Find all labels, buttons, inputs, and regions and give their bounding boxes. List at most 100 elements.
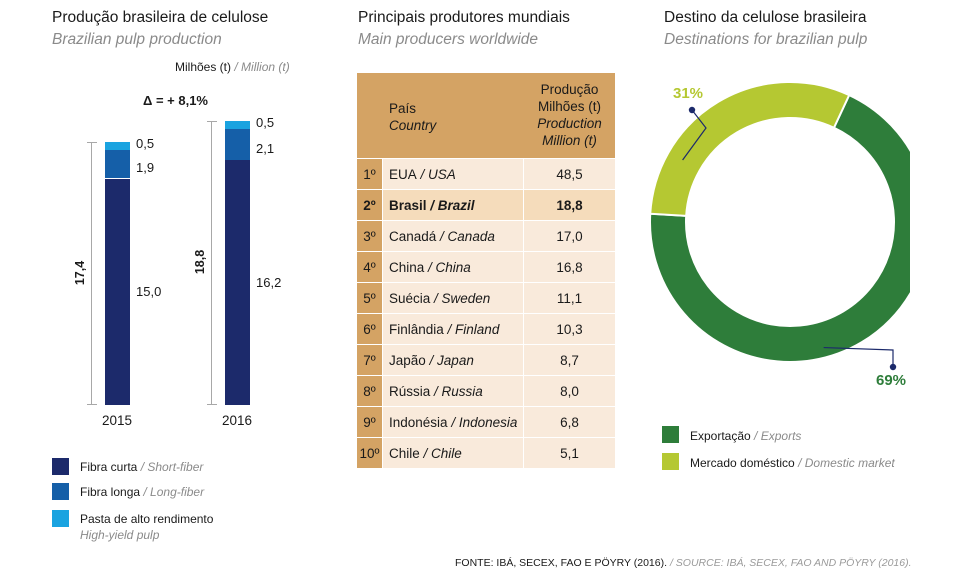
legend-high-yield-pt: Pasta de alto rendimento	[80, 512, 214, 526]
table-title: Principais produtores mundiais	[358, 9, 570, 26]
legend-swatch-long-fiber	[52, 483, 69, 500]
legend-long-fiber-pt: Fibra longa	[80, 485, 141, 499]
country-name-en: / Sweden	[430, 290, 491, 306]
table-row: 8º Rússia / Russia 8,0	[357, 376, 615, 406]
country-cell: Rússia / Russia	[383, 376, 523, 406]
country-name-pt: Indonésia	[389, 414, 448, 430]
header-value-pt-2: Milhões (t)	[537, 99, 601, 114]
legend-swatch-domestic	[662, 453, 679, 470]
legend-swatch-exports	[662, 426, 679, 443]
rank-cell: 6º	[357, 314, 382, 344]
value-cell: 18,8	[524, 190, 615, 220]
bar-value-2015-high-yield: 0,5	[136, 136, 155, 152]
donut-slice-domestic	[650, 81, 851, 217]
country-name-pt: Finlândia	[389, 321, 444, 337]
country-name-en: / Indonesia	[447, 414, 518, 430]
donut-title: Destino da celulose brasileira	[664, 9, 867, 26]
value-cell: 17,0	[524, 221, 615, 251]
total-label-2015: 17,4	[73, 260, 88, 285]
country-name-en: / Japan	[425, 352, 474, 368]
country-cell: Canadá / Canada	[383, 221, 523, 251]
legend-long-fiber-en: / Long-fiber	[143, 485, 205, 499]
country-name-pt: Brasil	[389, 197, 427, 213]
country-cell: Finlândia / Finland	[383, 314, 523, 344]
table-row: 2º Brasil / Brazil 18,8	[357, 190, 615, 220]
leader-domestic	[682, 109, 707, 161]
country-name-pt: EUA	[389, 166, 417, 182]
value-cell: 8,7	[524, 345, 615, 375]
bar-2016-high-yield	[225, 121, 250, 129]
bar-2016-short-fiber	[225, 160, 250, 405]
country-name-en: / Canada	[436, 228, 495, 244]
country-cell: Brasil / Brazil	[383, 190, 523, 220]
value-cell: 16,8	[524, 252, 615, 282]
donut-slice-exports	[650, 93, 910, 363]
leader-exports-dot	[889, 363, 897, 371]
country-name-pt: Rússia	[389, 383, 431, 399]
unit-label: Milhões (t)	[175, 60, 232, 74]
value-cell: 8,0	[524, 376, 615, 406]
country-name-pt: Suécia	[389, 290, 431, 306]
bar-chart-title: Produção brasileira de celulose	[52, 9, 269, 26]
legend-domestic-pt: Mercado doméstico	[690, 456, 795, 470]
header-value: Produção Milhões (t) Production Million …	[524, 81, 615, 149]
bar-2016-long-fiber	[225, 128, 250, 161]
bar-value-2016-short-fiber: 16,2	[256, 274, 282, 290]
legend-exports-en: / Exports	[754, 429, 802, 443]
source-pt: FONTE: IBÁ, SECEX, FAO E PÖYRY (2016).	[455, 557, 668, 569]
legend-label-exports: Exportação / Exports	[690, 429, 801, 443]
bar-2015-long-fiber	[105, 149, 130, 179]
table-row: 3º Canadá / Canada 17,0	[357, 221, 615, 251]
leader-exports	[823, 346, 894, 367]
legend-exports-pt: Exportação	[690, 429, 751, 443]
legend-domestic-en: / Domestic market	[798, 456, 895, 470]
rank-cell: 2º	[357, 190, 382, 220]
rank-cell: 5º	[357, 283, 382, 313]
table-subtitle: Main producers worldwide	[358, 31, 539, 48]
value-cell: 6,8	[524, 407, 615, 437]
bar-value-2016-high-yield: 0,5	[256, 115, 275, 131]
producers-table: País Country Produção Milhões (t) Produc…	[357, 73, 615, 469]
table-row: 1º EUA / USA 48,5	[357, 159, 615, 189]
bar-chart-subtitle: Brazilian pulp production	[52, 31, 222, 48]
year-label-2016: 2016	[222, 413, 253, 428]
slice-label-exports: 69%	[876, 372, 907, 389]
bar-value-2015-short-fiber: 15,0	[136, 283, 162, 299]
country-name-en: / USA	[416, 166, 456, 182]
country-name-pt: China	[389, 259, 425, 275]
country-name-en: / Russia	[430, 383, 483, 399]
total-bracket-2015	[87, 142, 97, 405]
country-cell: Suécia / Sweden	[383, 283, 523, 313]
bar-chart-unit: Milhões (t) / Million (t)	[175, 60, 290, 74]
total-bracket-2016	[207, 121, 217, 405]
value-cell: 48,5	[524, 159, 615, 189]
table-header: País Country Produção Milhões (t) Produc…	[357, 73, 615, 158]
rank-cell: 7º	[357, 345, 382, 375]
source-en: / SOURCE: IBÁ, SECEX, FAO AND PÖYRY (201…	[669, 557, 912, 569]
header-value-en-1: Production	[537, 116, 602, 131]
legend-short-fiber-en: / Short-fiber	[140, 460, 204, 474]
donut-subtitle: Destinations for brazilian pulp	[664, 31, 868, 48]
table-row: 7º Japão / Japan 8,7	[357, 345, 615, 375]
legend-swatch-high-yield	[52, 510, 69, 527]
country-cell: China / China	[383, 252, 523, 282]
table-row: 10º Chile / Chile 5,1	[357, 438, 615, 468]
table-row: 6º Finlândia / Finland 10,3	[357, 314, 615, 344]
country-name-pt: Canadá	[389, 228, 437, 244]
legend-label-short-fiber: Fibra curta / Short-fiber	[80, 460, 203, 474]
legend-high-yield-en: High-yield pulp	[80, 528, 160, 542]
country-name-en: / Brazil	[426, 197, 475, 213]
source-footer: FONTE: IBÁ, SECEX, FAO E PÖYRY (2016). /…	[455, 557, 912, 569]
total-label-2016: 18,8	[193, 249, 208, 275]
header-country-pt: País	[389, 101, 417, 116]
table-row: 5º Suécia / Sweden 11,1	[357, 283, 615, 313]
country-name-pt: Chile	[389, 445, 420, 461]
value-cell: 5,1	[524, 438, 615, 468]
slice-label-domestic: 31%	[673, 85, 704, 102]
country-cell: Indonésia / Indonesia	[383, 407, 523, 437]
country-name-pt: Japão	[389, 352, 426, 368]
leader-domestic-dot	[688, 106, 696, 114]
value-cell: 11,1	[524, 283, 615, 313]
legend-short-fiber-pt: Fibra curta	[80, 460, 138, 474]
country-cell: Japão / Japan	[383, 345, 523, 375]
